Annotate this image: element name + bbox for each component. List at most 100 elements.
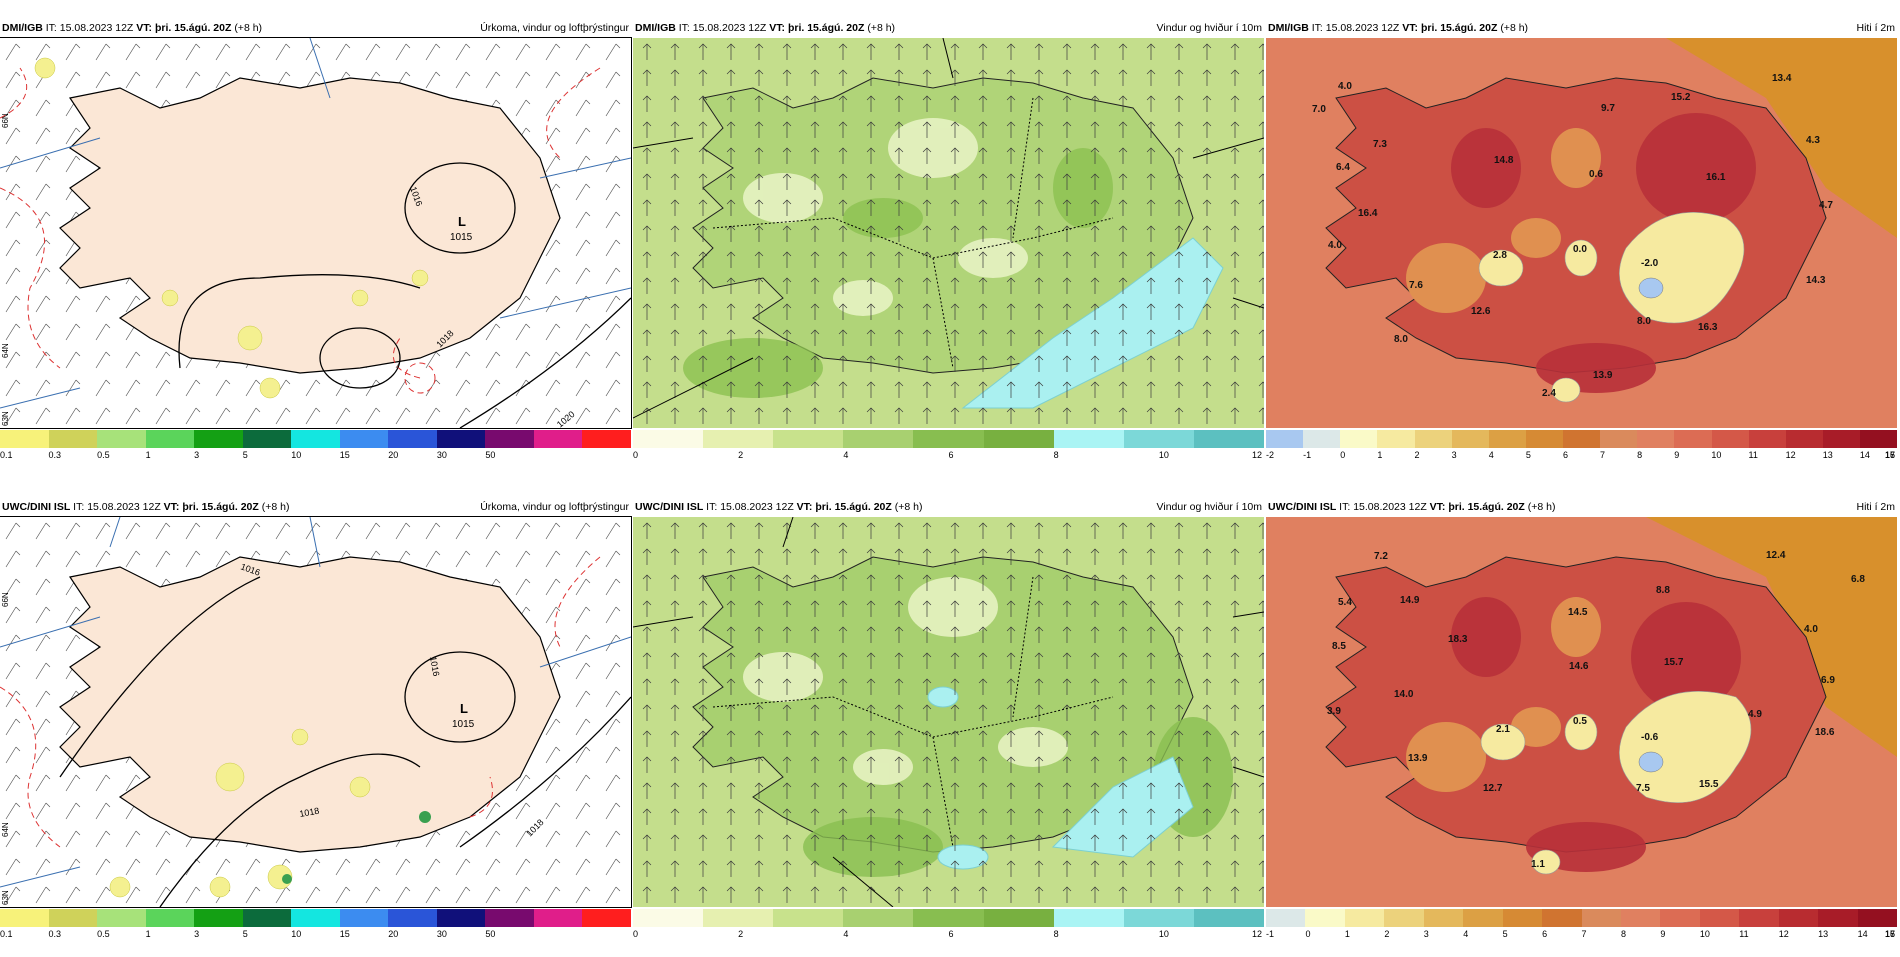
precip-ticks: 0.1 0.3 0.5 1 3 5 10 15 20 30 50 <box>0 450 631 462</box>
temp-colorbar <box>1266 909 1897 927</box>
temperature-map[interactable]: 4.0 7.0 15.2 13.4 9.7 7.3 14.8 4.3 6.4 0… <box>1266 38 1897 428</box>
colorbar-segment <box>1266 430 1304 448</box>
colorbar-segment <box>1414 430 1452 448</box>
colorbar-segment <box>1340 430 1378 448</box>
svg-text:0.0: 0.0 <box>1573 244 1587 255</box>
svg-text:14.8: 14.8 <box>1494 155 1514 166</box>
colorbar-segment <box>242 430 292 448</box>
colorbar-tick-label: 4 <box>843 929 849 939</box>
colorbar-tick-label: 0.5 <box>97 450 110 460</box>
low-label: L <box>460 701 468 716</box>
lat-label: 66N <box>1 113 10 128</box>
precip-map[interactable]: L 1015 1016 1016 1018 1018 66N 64N 63N <box>0 516 632 908</box>
colorbar-tick-label: 7 <box>1600 450 1606 460</box>
precip-ticks: 0.1 0.3 0.5 1 3 5 10 15 20 30 50 <box>0 929 631 941</box>
colorbar-tick-label: 10 <box>1711 450 1722 460</box>
precip-map[interactable]: L 1015 1016 1018 1020 66N 64N 63N <box>0 37 632 429</box>
colorbar-tick-label: 3 <box>1423 929 1429 939</box>
colorbar-tick-label: 9 <box>1660 929 1666 939</box>
svg-text:8.8: 8.8 <box>1656 585 1670 596</box>
wind-map[interactable] <box>633 517 1264 907</box>
temperature-map[interactable]: 7.2 12.4 5.4 14.9 8.8 6.8 8.5 18.3 14.5 … <box>1266 517 1897 907</box>
low-label: L <box>458 214 466 229</box>
colorbar-tick-label: 4 <box>1463 929 1469 939</box>
svg-text:6.9: 6.9 <box>1821 675 1835 686</box>
colorbar-segment <box>97 430 146 448</box>
colorbar-segment <box>1053 909 1124 927</box>
colorbar-segment <box>1818 909 1858 927</box>
colorbar-segment <box>582 909 631 927</box>
colorbar-tick-label: 20 <box>388 450 399 460</box>
svg-text:14.5: 14.5 <box>1568 607 1588 618</box>
panel-header: UWC/DINI ISL IT: 15.08.2023 12Z VT: þri.… <box>633 497 1264 517</box>
colorbar-tick-label: 3 <box>194 929 200 939</box>
colorbar-segment <box>1620 909 1661 927</box>
panel-title: Úrkoma, vindur og loftþrýstingur <box>480 22 629 34</box>
svg-text:6.4: 6.4 <box>1336 162 1350 173</box>
panel-title: Hiti í 2m <box>1856 22 1895 34</box>
colorbar-tick-label: 8 <box>1053 929 1059 939</box>
colorbar-tick-label: 0 <box>633 450 639 460</box>
colorbar-segment <box>1384 909 1424 927</box>
svg-text:13.9: 13.9 <box>1593 370 1613 381</box>
colorbar-segment <box>1581 909 1621 927</box>
svg-text:18.6: 18.6 <box>1815 727 1835 738</box>
colorbar-tick-label: 50 <box>485 450 496 460</box>
colorbar-segment <box>0 430 49 448</box>
colorbar-tick-label: 2 <box>1414 450 1420 460</box>
svg-text:13.4: 13.4 <box>1772 73 1792 84</box>
colorbar-tick-label: 30 <box>436 450 447 460</box>
colorbar-segment <box>1193 909 1264 927</box>
colorbar-tick-label: 8 <box>1637 450 1643 460</box>
colorbar-segment <box>0 909 49 927</box>
colorbar-tick-label: 12 <box>1778 929 1789 939</box>
colorbar-tick-label: 15 <box>1885 929 1896 939</box>
colorbar-segment <box>1748 430 1786 448</box>
panel-title: Vindur og hviður í 10m <box>1156 22 1262 34</box>
colorbar-segment <box>48 430 98 448</box>
colorbar-segment <box>1600 430 1638 448</box>
colorbar-tick-label: 17 <box>1885 929 1896 939</box>
svg-text:16.3: 16.3 <box>1698 322 1718 333</box>
svg-text:18.3: 18.3 <box>1448 634 1468 645</box>
colorbar-tick-label: 12 <box>1785 450 1796 460</box>
svg-text:7.6: 7.6 <box>1409 280 1423 291</box>
colorbar-tick-label: 50 <box>485 929 496 939</box>
svg-text:13.9: 13.9 <box>1408 753 1428 764</box>
colorbar-tick-label: 0 <box>633 929 639 939</box>
colorbar-segment <box>48 909 98 927</box>
panel-header: UWC/DINI ISL IT: 15.08.2023 12Z VT: þri.… <box>1266 497 1897 517</box>
low-value: 1015 <box>450 232 473 243</box>
colorbar-segment <box>533 430 583 448</box>
temp-ticks: -1 0 1 2 3 4 5 6 7 8 9 10 11 12 13 14 15 16 17 <box>1266 929 1897 941</box>
colorbar-segment <box>983 430 1054 448</box>
colorbar-tick-label: 0.5 <box>97 929 110 939</box>
lat-label: 64N <box>1 343 10 358</box>
colorbar-tick-label: 13 <box>1818 929 1829 939</box>
colorbar-segment <box>1502 909 1543 927</box>
svg-text:4.7: 4.7 <box>1819 200 1833 211</box>
colorbar-segment <box>291 909 340 927</box>
run-info: UWC/DINI ISL IT: 15.08.2023 12Z VT: þri.… <box>635 501 923 513</box>
lat-label: 64N <box>1 822 10 837</box>
colorbar-tick-label: 12 <box>1252 929 1263 939</box>
colorbar-segment <box>1344 909 1385 927</box>
panel-row1-precip: DMI/IGB IT: 15.08.2023 12Z VT: þri. 15.á… <box>0 18 632 478</box>
svg-text:12.4: 12.4 <box>1766 550 1786 561</box>
colorbar-segment <box>1637 430 1675 448</box>
colorbar-segment <box>633 909 704 927</box>
svg-text:4.9: 4.9 <box>1748 709 1762 720</box>
colorbar-tick-label: 10 <box>291 929 302 939</box>
colorbar-segment <box>291 430 340 448</box>
colorbar-segment <box>773 909 844 927</box>
svg-text:16.1: 16.1 <box>1706 172 1726 183</box>
panel-header: DMI/IGB IT: 15.08.2023 12Z VT: þri. 15.á… <box>0 18 631 38</box>
colorbar-segment <box>388 909 437 927</box>
svg-text:15.5: 15.5 <box>1699 779 1719 790</box>
colorbar-segment <box>533 909 583 927</box>
svg-text:9.7: 9.7 <box>1601 103 1615 114</box>
wind-map[interactable] <box>633 38 1264 428</box>
colorbar-tick-label: 4 <box>843 450 849 460</box>
svg-text:7.3: 7.3 <box>1373 139 1387 150</box>
colorbar-tick-label: 13 <box>1822 450 1833 460</box>
